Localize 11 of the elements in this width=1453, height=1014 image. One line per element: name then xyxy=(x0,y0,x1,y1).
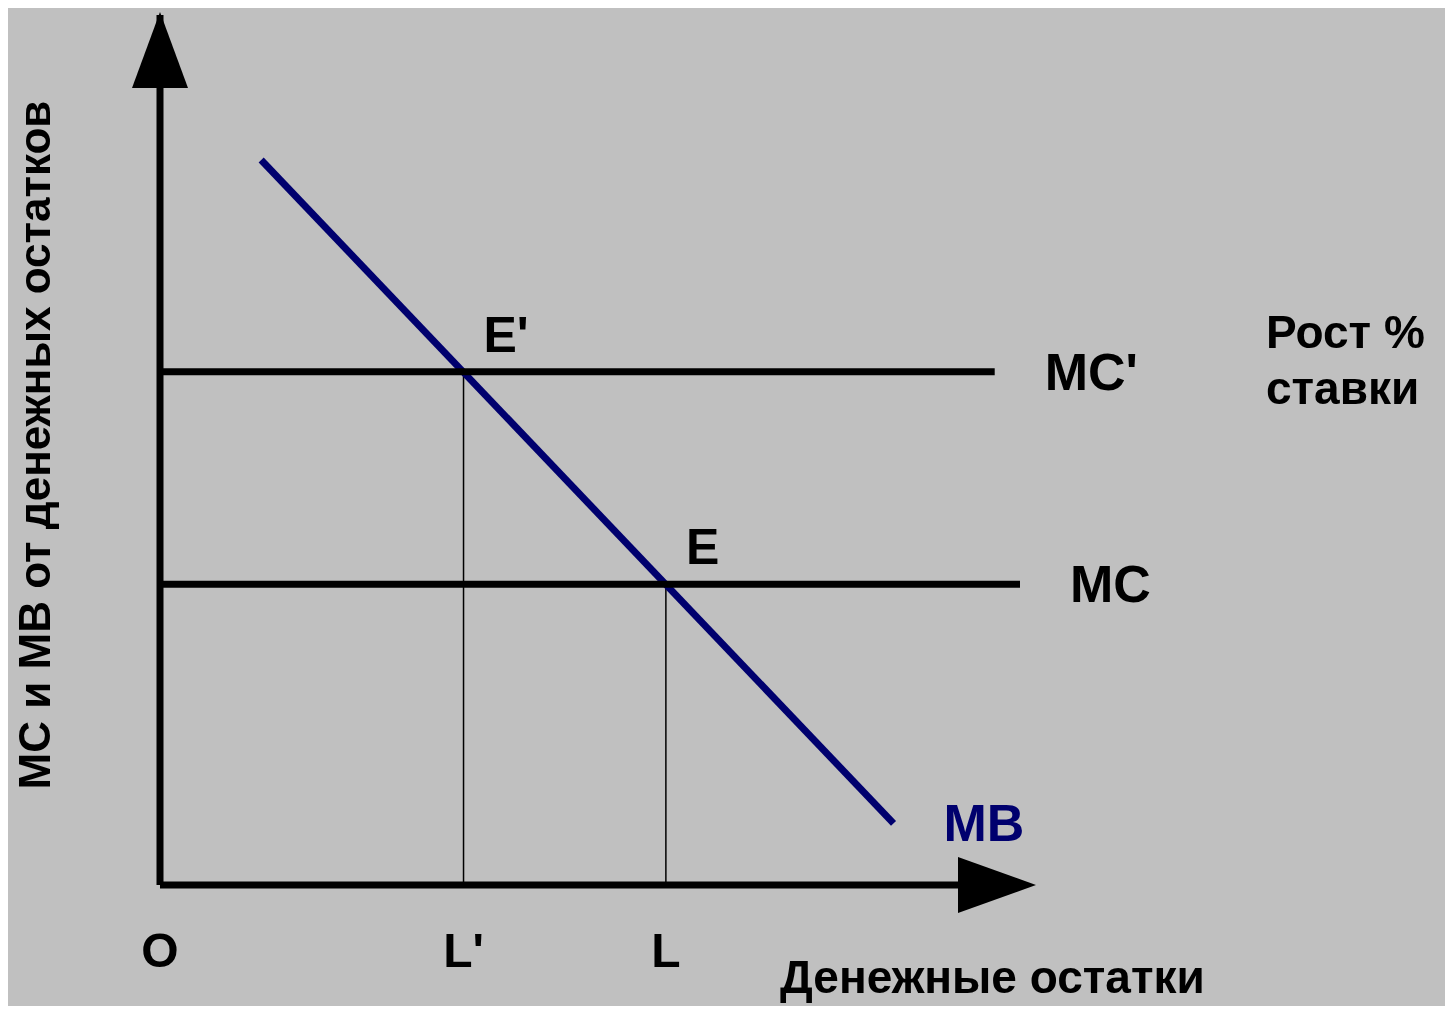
x-tick-label: L' xyxy=(443,924,484,978)
series-label: MC' xyxy=(1044,342,1138,401)
series-label: MC xyxy=(1070,555,1151,614)
annotation: E' xyxy=(483,306,529,363)
annotation: E xyxy=(685,519,720,576)
x-tick-label: O xyxy=(141,924,179,978)
y-axis-title: MC и MB от денежных остатков xyxy=(9,99,60,792)
series-label: MB xyxy=(943,794,1025,853)
text: Рост % ставки xyxy=(1266,305,1426,416)
x-axis-title: Денежные остатки xyxy=(780,951,1205,1003)
x-tick-label: L xyxy=(651,924,681,978)
